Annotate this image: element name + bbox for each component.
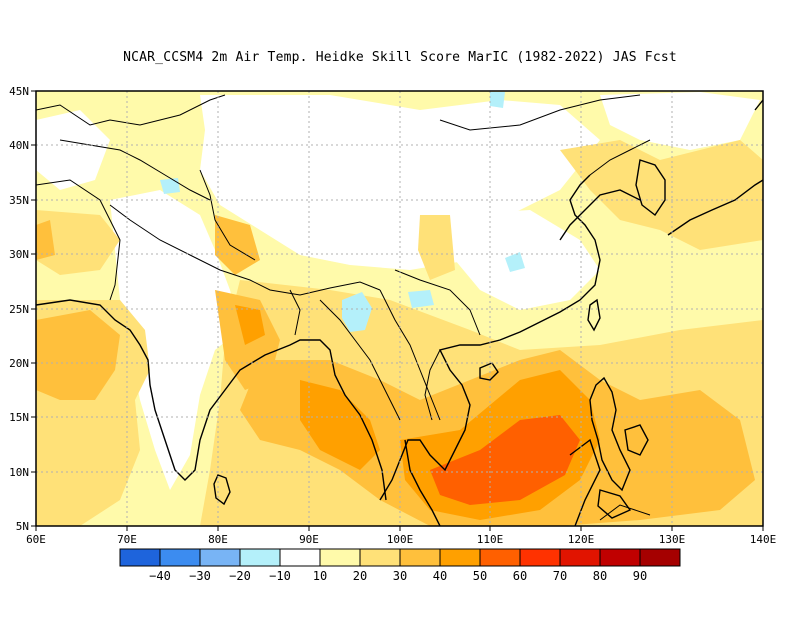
colorbar [119,548,681,567]
field-40-50 [300,380,380,470]
colorbar-label: 50 [473,569,487,583]
lat-label: 30N [9,248,29,261]
lat-label: 20N [9,357,29,370]
lon-label: 60E [26,533,46,546]
lon-label: 70E [117,533,137,546]
colorbar-swatch [239,548,281,567]
lat-label: 5N [16,520,29,533]
field-50-60 [430,415,580,505]
colorbar-label: 30 [393,569,407,583]
field-white-west [36,110,110,190]
colorbar-labels: −40 −30 −20 −10 10 20 30 40 50 60 70 80 90 [149,569,647,583]
colorbar-label: 40 [433,569,447,583]
lat-label: 10N [9,466,29,479]
colorbar-swatch [159,548,201,567]
lon-labels: 60E 70E 80E 90E 100E 110E 120E 130E 140E [26,533,776,546]
lon-label: 140E [750,533,777,546]
lat-label: 15N [9,411,29,424]
lon-label: 80E [208,533,228,546]
colorbar-swatch [599,548,641,567]
colorbar-label: 70 [553,569,567,583]
lat-label: 40N [9,139,29,152]
colorbar-swatch [279,548,321,567]
colorbar-label: 90 [633,569,647,583]
colorbar-swatch [119,548,161,567]
colorbar-label: −20 [229,569,251,583]
field-neg-myanmar [342,292,372,332]
gridlines [36,91,763,526]
colorbar-swatch [399,548,441,567]
lon-label: 100E [387,533,414,546]
colorbar-swatch [559,548,601,567]
field-white-india [110,190,240,490]
country-borders [36,94,651,521]
field-white-north [600,92,760,150]
lon-label: 120E [568,533,595,546]
field-30-40 [36,310,120,400]
colorbar-label: 80 [593,569,607,583]
lat-label: 25N [9,303,29,316]
colorbar-swatch [199,548,241,567]
lat-label: 35N [9,194,29,207]
colorbar-swatch [439,548,481,567]
colorbar-swatch [479,548,521,567]
colorbar-label: −10 [269,569,291,583]
colorbar-swatch [359,548,401,567]
tick-marks [31,90,764,531]
chart-title: NCAR_CCSM4 2m Air Temp. Heidke Skill Sco… [123,50,677,65]
colorbar-label: −40 [149,569,171,583]
colorbar-label: 10 [313,569,327,583]
lon-label: 130E [659,533,686,546]
lat-label: 45N [9,85,29,98]
lon-label: 110E [477,533,504,546]
coastlines [36,99,763,526]
lat-labels: 45N 40N 35N 30N 25N 20N 15N 10N 5N [9,85,29,533]
colorbar-label: −30 [189,569,211,583]
colorbar-swatch [519,548,561,567]
lon-label: 90E [299,533,319,546]
colorbar-swatch [639,548,681,567]
colorbar-label: 60 [513,569,527,583]
colorbar-label: 20 [353,569,367,583]
colorbar-swatch [319,548,361,567]
